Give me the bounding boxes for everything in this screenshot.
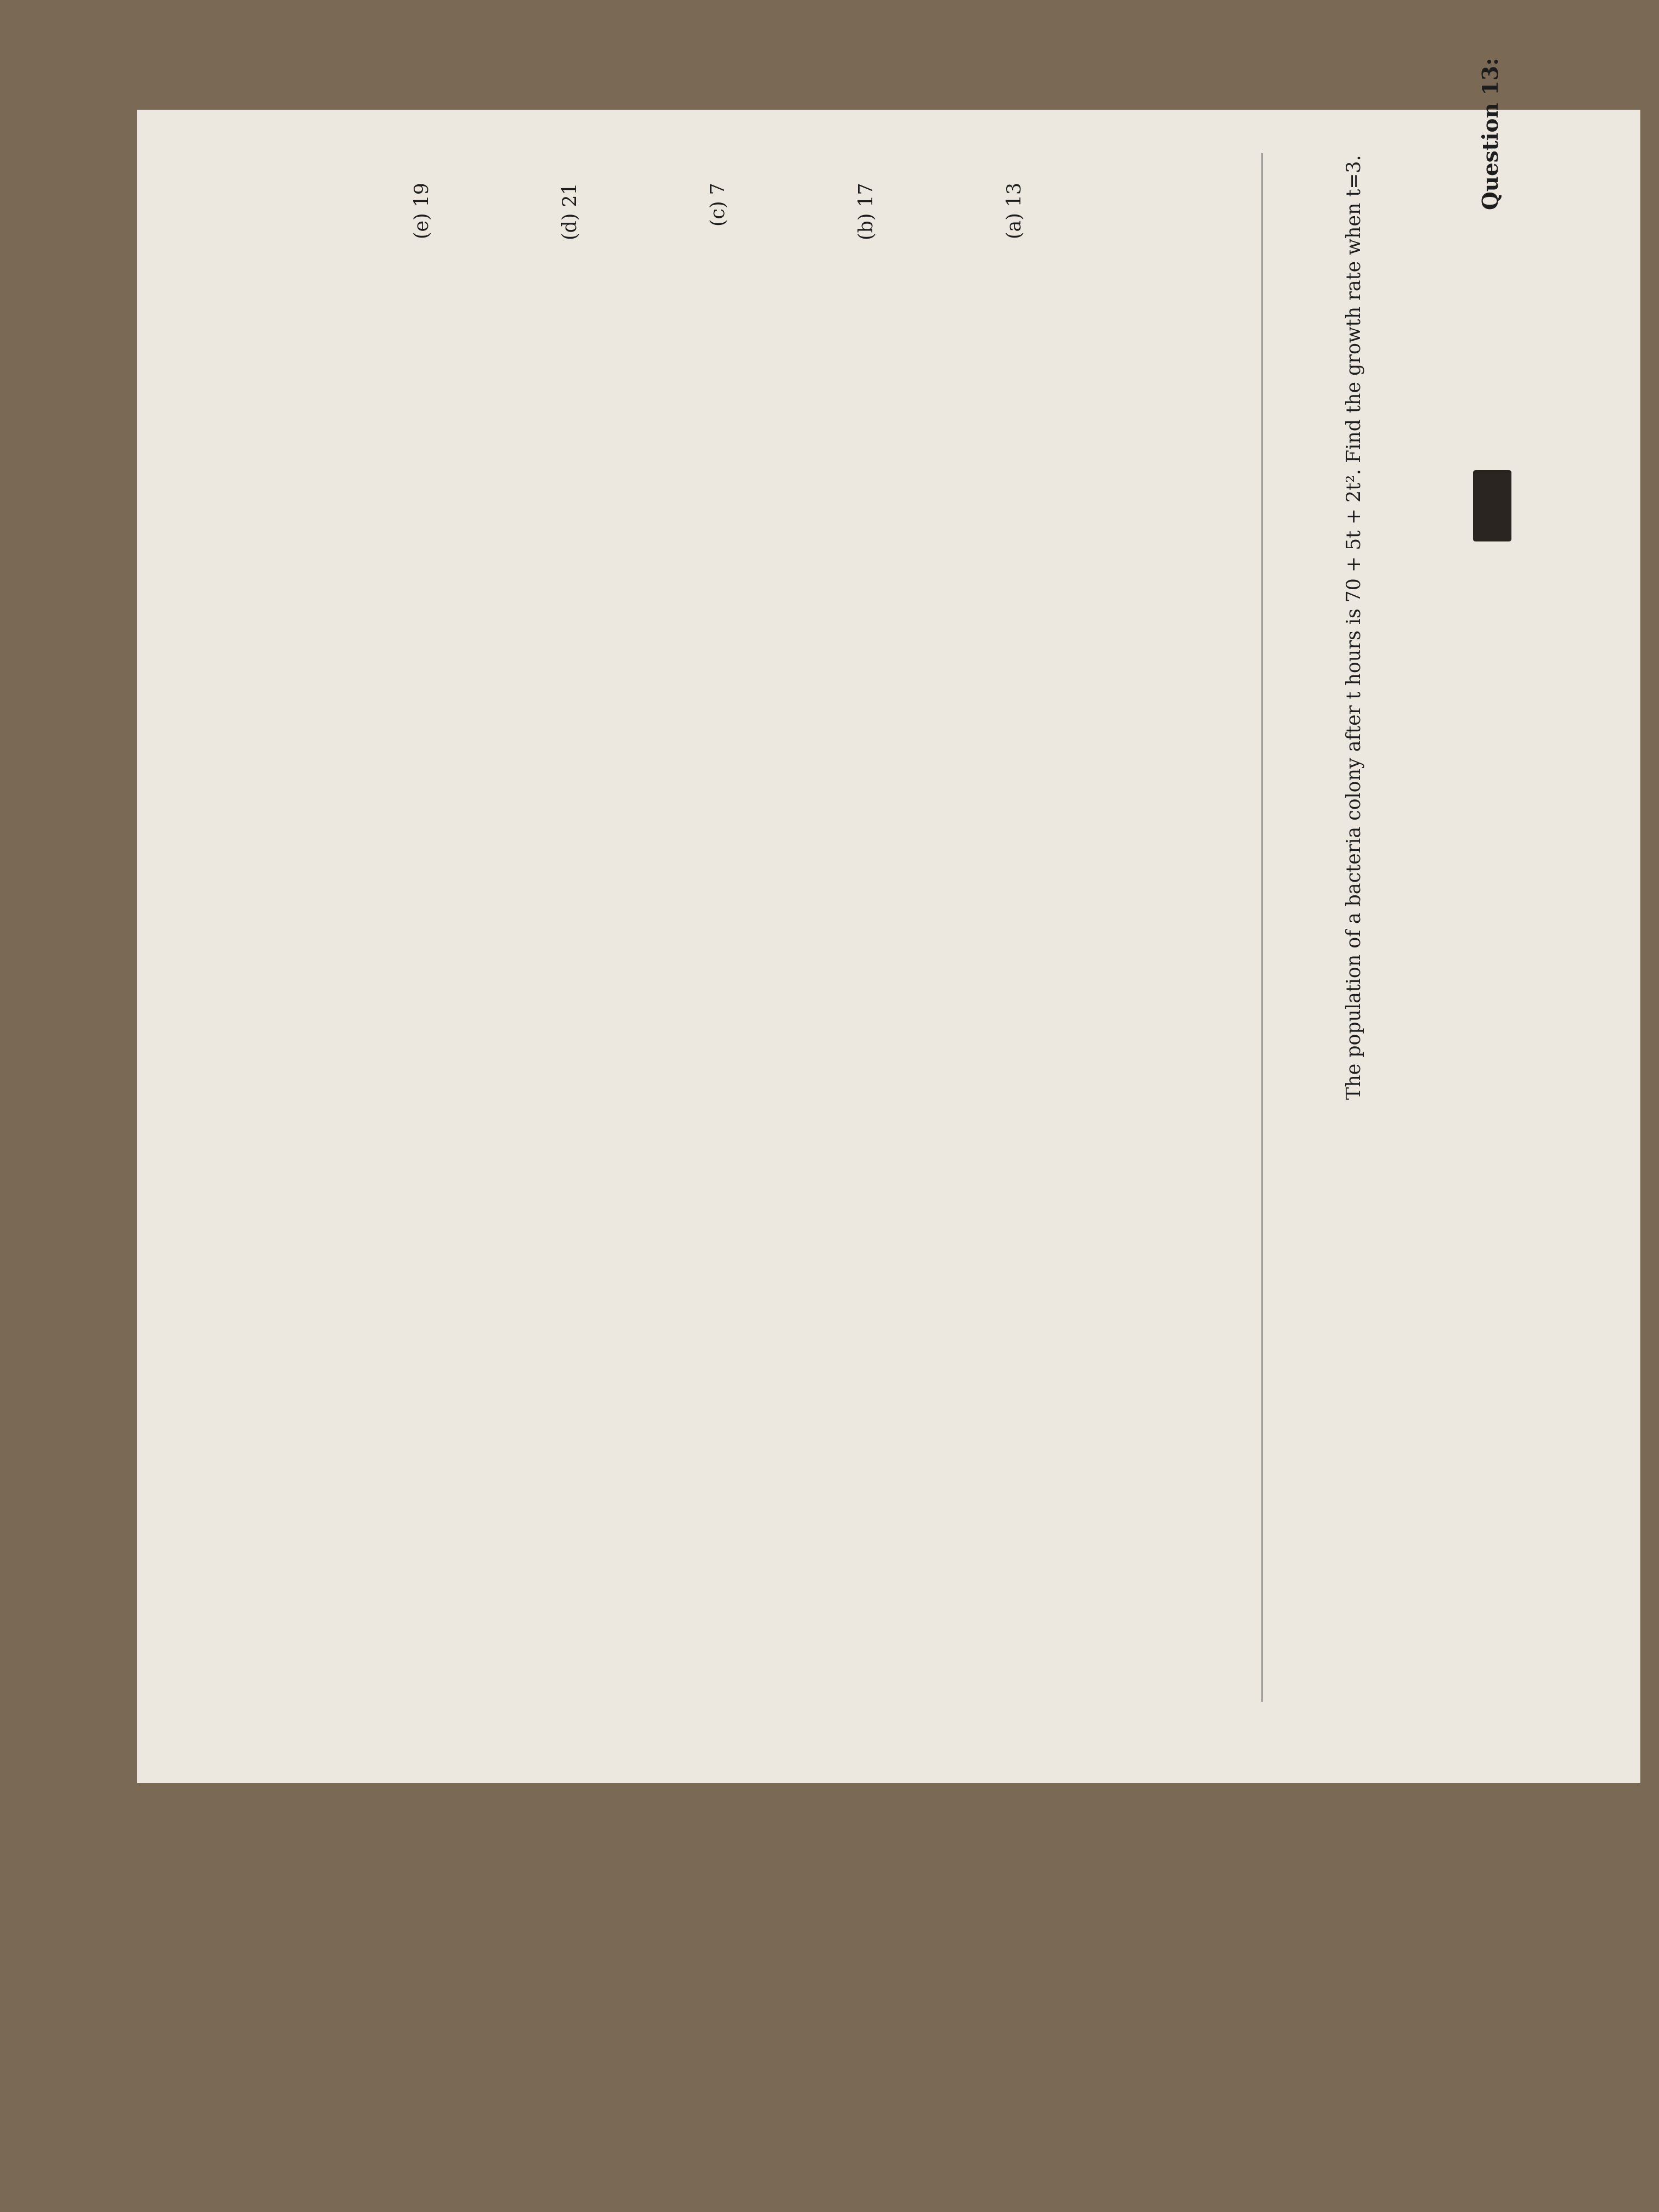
Text: The population of a bacteria colony after t hours is 70 + 5t + 2t². Find the gro: The population of a bacteria colony afte… bbox=[1345, 155, 1365, 1099]
Text: (a) 13: (a) 13 bbox=[1005, 181, 1024, 239]
Text: Question 13:: Question 13: bbox=[1481, 58, 1503, 210]
FancyBboxPatch shape bbox=[1473, 471, 1511, 542]
Bar bbox=[138, 111, 1641, 1783]
Text: (e) 19: (e) 19 bbox=[413, 181, 431, 239]
Text: (b) 17: (b) 17 bbox=[858, 181, 876, 239]
Text: (c) 7: (c) 7 bbox=[710, 181, 728, 226]
Text: (d) 21: (d) 21 bbox=[561, 181, 581, 239]
